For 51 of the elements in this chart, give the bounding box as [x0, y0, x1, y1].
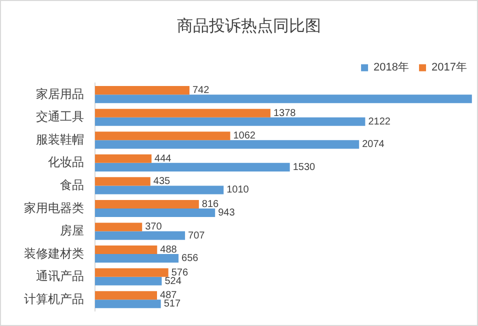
- data-label: 656: [182, 253, 199, 264]
- y-tick-label: 家用电器类: [24, 200, 84, 215]
- data-label: 370: [145, 222, 162, 233]
- bar: [95, 246, 158, 254]
- data-label: 488: [160, 244, 178, 256]
- data-label: 816: [202, 198, 220, 210]
- y-tick-label: 计算机产品: [24, 292, 84, 306]
- y-tick-label: 装修建材类: [24, 246, 84, 260]
- chart-title: 商品投诉热点同比图: [177, 17, 321, 36]
- bar: [95, 231, 186, 240]
- bar: [95, 94, 472, 104]
- data-label: 2074: [362, 139, 385, 150]
- bar: [95, 86, 190, 95]
- data-label: 576: [171, 267, 188, 278]
- data-label: 742: [192, 85, 210, 96]
- bar: [95, 162, 290, 172]
- data-label: 517: [164, 298, 181, 310]
- bar: [95, 186, 224, 194]
- y-tick-label: 化妆品: [48, 155, 84, 170]
- bar: [95, 154, 152, 163]
- bar: [95, 140, 360, 149]
- y-tick-label: 通讯产品: [36, 269, 84, 284]
- bar: [95, 276, 162, 286]
- y-tick-label: 服装鞋帽: [36, 132, 84, 146]
- bar: [95, 132, 230, 140]
- data-label: 1530: [292, 162, 316, 173]
- bar: [95, 300, 161, 308]
- data-label: 1062: [233, 130, 256, 142]
- bar: [95, 200, 199, 208]
- bar: [95, 254, 179, 263]
- data-label: 524: [164, 276, 182, 287]
- data-label: 435: [153, 176, 171, 188]
- bar: [95, 268, 168, 277]
- legend-label: 2018年: [374, 62, 410, 74]
- data-label: 1378: [273, 108, 296, 119]
- y-tick-label: 房屋: [60, 224, 84, 238]
- y-tick-label: 食品: [60, 178, 84, 192]
- bar: [95, 117, 366, 126]
- data-label: 2122: [368, 116, 391, 128]
- y-tick-label: 交通工具: [36, 110, 84, 124]
- bar: [95, 291, 158, 300]
- bar: [95, 208, 216, 218]
- bar: [95, 177, 150, 186]
- data-label: 943: [218, 208, 236, 219]
- bar: [95, 108, 270, 118]
- data-label: 707: [188, 230, 206, 242]
- data-label: 1010: [226, 184, 250, 196]
- legend-label: 2017年: [432, 62, 468, 74]
- bar: [95, 222, 142, 232]
- y-tick-label: 家居用品: [36, 86, 84, 101]
- data-label: 444: [154, 153, 172, 164]
